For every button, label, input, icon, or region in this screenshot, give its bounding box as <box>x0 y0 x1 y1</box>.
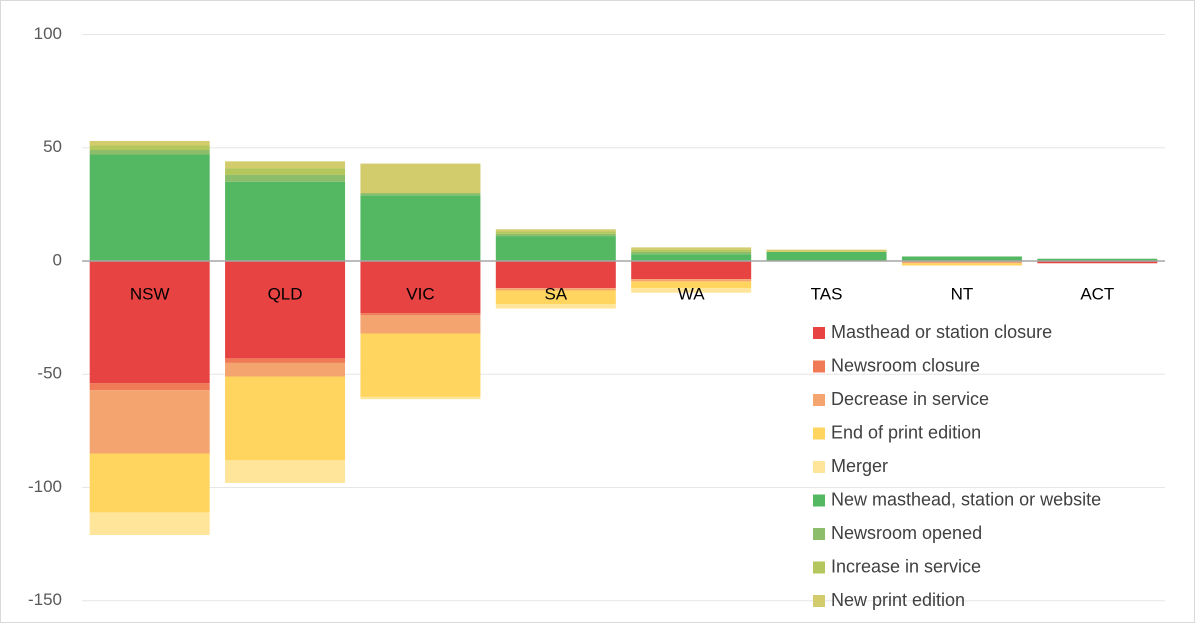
bar-segment <box>225 362 346 377</box>
x-tick-label: WA <box>678 284 705 303</box>
legend-swatch <box>813 561 825 574</box>
y-tick-label: -150 <box>28 590 62 609</box>
bar-segment <box>360 261 481 314</box>
bar-segment <box>360 313 481 316</box>
legend-swatch <box>813 461 825 473</box>
bar-segment <box>360 396 481 400</box>
x-tick-label: ACT <box>1080 284 1114 303</box>
bar-segment <box>495 231 616 234</box>
bar-segment <box>901 263 1022 266</box>
x-tick-label: QLD <box>268 284 303 303</box>
y-tick-label: 0 <box>53 250 62 269</box>
bar-segment <box>360 195 481 261</box>
legend-label: Merger <box>831 456 888 476</box>
bar-segment <box>766 251 887 261</box>
bar-segment <box>89 383 210 391</box>
x-tick-label: TAS <box>811 284 843 303</box>
bar-segment <box>225 376 346 461</box>
bar-segment <box>89 150 210 155</box>
y-tick-label: -100 <box>28 477 62 496</box>
bar-segment <box>495 261 616 289</box>
bar-segment <box>89 261 210 384</box>
x-tick-label: NSW <box>130 284 170 303</box>
bar-segment <box>901 261 1022 264</box>
bar-segment <box>225 358 346 363</box>
bar-segment <box>631 254 752 261</box>
legend-label: Newsroom closure <box>831 355 980 375</box>
bar-segment <box>89 390 210 454</box>
bar-segment <box>89 154 210 261</box>
bar-segment <box>631 261 752 280</box>
bar-segment <box>225 168 346 175</box>
bar-segment <box>495 290 616 305</box>
bar-segment <box>631 279 752 282</box>
legend-swatch <box>813 595 825 607</box>
bar-segment <box>631 281 752 289</box>
legend-swatch <box>813 427 825 440</box>
legend-label: New print edition <box>831 590 965 610</box>
y-tick-label: 100 <box>34 24 62 43</box>
x-tick-label: NT <box>951 284 974 303</box>
bar-segment <box>631 249 752 252</box>
bar-segment <box>495 288 616 291</box>
x-tick-label: VIC <box>406 284 434 303</box>
bar-segment <box>1037 261 1158 264</box>
bar-segment <box>225 181 346 261</box>
bar-segment <box>495 304 616 309</box>
bar-segment <box>360 315 481 334</box>
legend-swatch <box>813 394 825 406</box>
bar-segment <box>225 261 346 359</box>
bar-segment <box>495 236 616 261</box>
legend-label: New masthead, station or website <box>831 489 1101 509</box>
bar-segment <box>901 256 1022 261</box>
legend-label: Decrease in service <box>831 389 989 409</box>
bar-segment <box>225 460 346 483</box>
bar-segment <box>360 193 481 196</box>
bar-segment <box>89 453 210 513</box>
bar-segment <box>89 512 210 536</box>
bar-segment <box>495 233 616 237</box>
legend-swatch <box>813 528 825 540</box>
y-tick-label: -50 <box>37 364 62 383</box>
legend-label: Masthead or station closure <box>831 322 1052 342</box>
bar-segment <box>360 333 481 397</box>
bar-segment <box>225 161 346 169</box>
legend-label: End of print edition <box>831 422 981 442</box>
y-tick-label: 50 <box>43 137 62 156</box>
legend-swatch <box>813 494 825 507</box>
bar-segment <box>360 163 481 194</box>
bar-segment <box>89 140 210 146</box>
bar-segment <box>495 229 616 232</box>
bar-segment <box>225 174 346 182</box>
bar-segment <box>631 288 752 293</box>
bar-segment <box>631 247 752 250</box>
bar-segment <box>631 251 752 255</box>
bar-segment <box>766 249 887 252</box>
legend-swatch <box>813 360 825 373</box>
legend-swatch <box>813 327 825 339</box>
bar-segment <box>89 145 210 151</box>
x-tick-label: SA <box>544 284 567 303</box>
bar-segment <box>1037 258 1158 261</box>
legend-label: Increase in service <box>831 556 981 576</box>
legend-label: Newsroom opened <box>831 523 982 543</box>
